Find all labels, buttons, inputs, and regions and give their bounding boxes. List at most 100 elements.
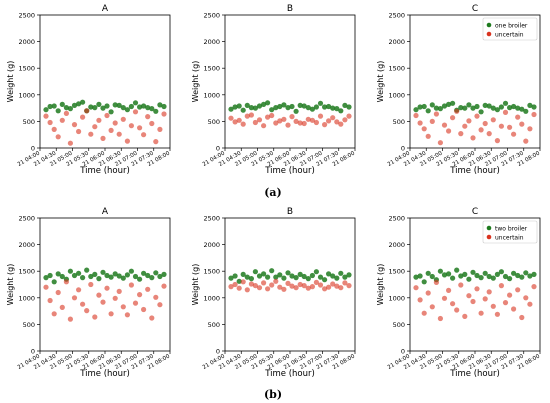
data-point: [281, 116, 287, 122]
legend-label: uncertain: [495, 234, 524, 241]
y-tick-label: 1500: [203, 65, 220, 73]
data-point: [330, 105, 336, 111]
data-point: [244, 102, 250, 108]
x-axis-label: Time (hour): [264, 369, 315, 379]
data-point: [466, 276, 472, 282]
data-point: [523, 295, 529, 301]
data-point: [67, 316, 73, 322]
data-point: [305, 105, 311, 111]
y-tick-label: 1500: [388, 268, 405, 276]
data-point: [277, 103, 283, 110]
data-point: [313, 119, 319, 126]
data-point: [338, 270, 344, 276]
data-point: [305, 116, 311, 122]
data-point: [88, 131, 94, 137]
data-point: [454, 108, 460, 114]
y-tick-label: 2000: [18, 38, 35, 46]
data-point: [161, 283, 167, 289]
data-point: [47, 119, 53, 126]
data-point: [285, 280, 291, 286]
data-point: [421, 103, 427, 110]
y-tick-label: 1000: [203, 91, 220, 99]
data-point: [128, 268, 134, 274]
data-point: [507, 105, 513, 111]
y-tick-label: 500: [23, 321, 35, 329]
data-point: [466, 293, 472, 299]
data-point: [88, 104, 94, 110]
data-point: [482, 102, 488, 108]
y-tick-label: 0: [216, 348, 220, 356]
data-point: [486, 289, 492, 295]
data-point: [108, 109, 114, 115]
data-point: [338, 285, 344, 291]
y-tick-label: 2500: [388, 215, 405, 223]
data-point: [161, 111, 167, 117]
data-point: [429, 118, 435, 124]
data-point: [149, 315, 155, 321]
data-point: [104, 112, 110, 119]
data-point: [157, 126, 163, 132]
data-point: [100, 135, 106, 141]
data-point: [273, 278, 279, 284]
data-point: [494, 311, 500, 317]
data-point: [342, 274, 348, 280]
data-point: [474, 103, 480, 110]
data-point: [108, 127, 114, 133]
data-point: [502, 100, 509, 106]
y-tick-label: 2000: [203, 38, 220, 46]
data-point: [104, 272, 110, 279]
data-point: [519, 274, 525, 280]
data-point: [490, 275, 496, 281]
data-point: [236, 103, 242, 109]
legend-label: uncertain: [495, 31, 524, 38]
data-point: [519, 314, 525, 321]
data-point: [232, 119, 238, 125]
data-point: [232, 104, 238, 110]
data-point: [261, 271, 267, 277]
data-point: [116, 288, 122, 294]
data-point: [132, 273, 139, 280]
data-point: [458, 131, 464, 137]
data-point: [157, 273, 163, 280]
data-point: [458, 282, 464, 288]
y-tick-label: 1000: [388, 91, 405, 99]
data-point: [80, 114, 86, 120]
data-point: [141, 270, 147, 276]
data-point: [265, 286, 271, 292]
data-point: [132, 100, 139, 106]
data-point: [429, 304, 435, 310]
data-point: [128, 282, 134, 288]
data-point: [322, 286, 328, 292]
data-point: [149, 275, 155, 281]
points-group: [228, 268, 352, 293]
data-point: [330, 273, 336, 279]
data-point: [96, 117, 102, 123]
data-point: [446, 271, 452, 277]
data-point: [429, 273, 435, 280]
data-point: [297, 120, 303, 126]
data-point: [120, 275, 126, 281]
data-point: [256, 117, 263, 123]
points-group: [413, 100, 537, 146]
data-point: [84, 308, 90, 314]
data-point: [498, 123, 504, 129]
data-point: [244, 113, 250, 119]
data-point: [421, 126, 427, 132]
data-point: [437, 140, 443, 146]
data-point: [413, 107, 419, 113]
data-point: [450, 301, 456, 307]
data-point: [51, 103, 57, 109]
data-point: [417, 120, 423, 126]
data-point: [297, 102, 303, 108]
data-point: [281, 275, 287, 281]
panel-title: C: [472, 207, 478, 217]
data-point: [450, 100, 456, 106]
data-point: [421, 279, 427, 285]
data-point: [124, 312, 130, 318]
panel-title: B: [287, 207, 293, 217]
data-point: [63, 105, 69, 111]
x-axis-label: Time (hour): [264, 166, 315, 176]
data-point: [281, 286, 287, 292]
